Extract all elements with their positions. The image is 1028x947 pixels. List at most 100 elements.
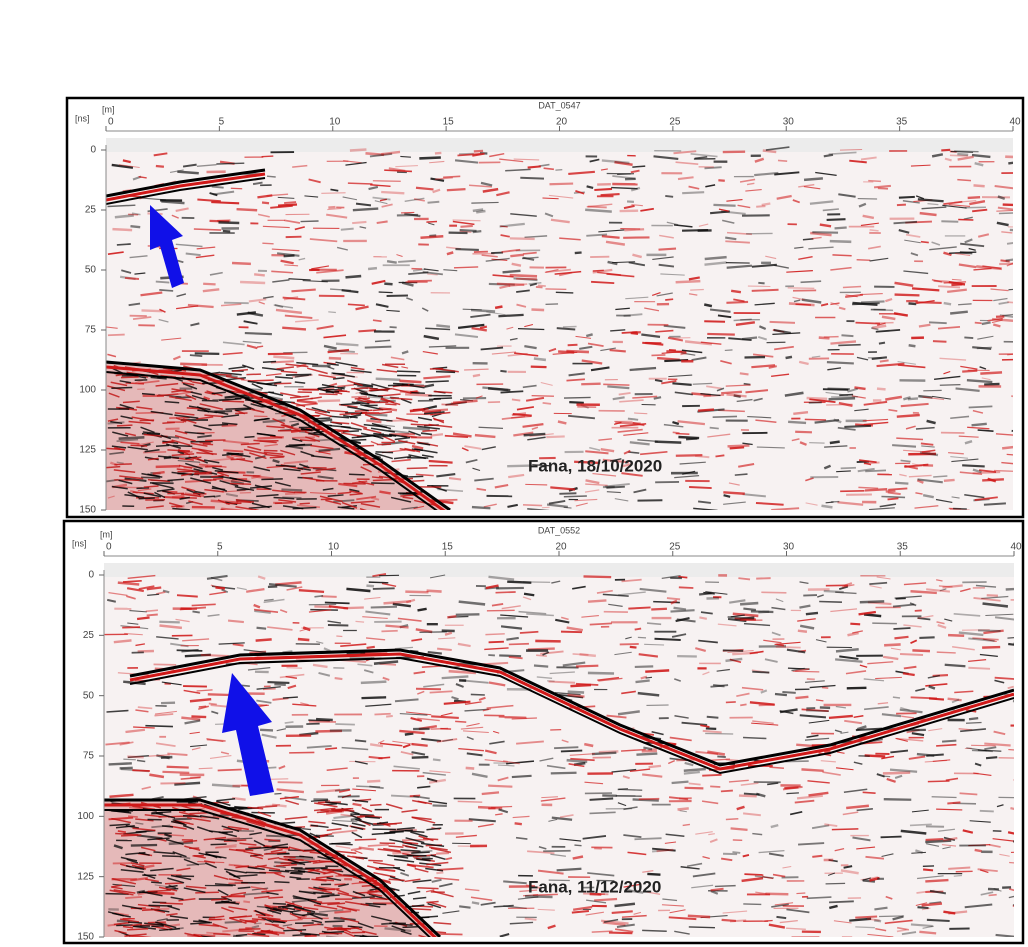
wavelet	[753, 397, 763, 402]
wavelet	[291, 899, 311, 903]
wavelet	[700, 724, 710, 728]
wavelet	[856, 259, 871, 261]
wavelet	[671, 633, 687, 638]
wavelet	[977, 335, 994, 340]
wavelet	[217, 889, 229, 897]
wavelet	[465, 701, 482, 705]
wavelet	[257, 194, 273, 199]
wavelet	[448, 669, 477, 675]
wavelet	[979, 366, 987, 370]
wavelet	[160, 434, 172, 440]
wavelet	[549, 182, 574, 186]
wavelet	[853, 761, 863, 765]
wavelet	[329, 415, 350, 419]
wavelet	[398, 439, 416, 445]
wavelet	[196, 452, 217, 455]
wavelet	[968, 659, 987, 662]
wavelet	[562, 661, 586, 667]
wavelet	[835, 767, 854, 771]
wavelet	[871, 327, 879, 331]
wavelet	[894, 635, 909, 640]
wavelet	[491, 351, 517, 355]
wavelet	[905, 233, 921, 238]
wavelet	[838, 585, 849, 591]
wavelet	[340, 916, 360, 923]
wavelet	[642, 773, 663, 778]
wavelet	[960, 242, 985, 248]
wavelet	[116, 461, 124, 464]
wavelet	[307, 899, 322, 906]
wavelet	[254, 922, 262, 925]
wavelet	[379, 490, 391, 495]
wavelet	[822, 208, 839, 212]
wavelet	[355, 818, 374, 825]
wavelet	[248, 298, 267, 303]
wavelet	[915, 492, 923, 495]
wavelet	[122, 400, 140, 404]
wavelet	[542, 651, 550, 656]
wavelet	[427, 651, 442, 655]
wavelet	[594, 897, 618, 902]
wavelet	[333, 499, 355, 503]
wavelet	[998, 212, 1013, 215]
wavelet	[481, 254, 498, 258]
wavelet	[937, 624, 947, 629]
wavelet	[950, 456, 969, 459]
wavelet	[124, 933, 147, 937]
wavelet	[232, 368, 249, 372]
wavelet	[707, 750, 726, 756]
wavelet	[877, 702, 889, 705]
wavelet	[738, 577, 751, 581]
wavelet	[250, 886, 268, 891]
wavelet	[527, 508, 550, 510]
wavelet	[776, 194, 792, 200]
wavelet	[291, 912, 305, 917]
wavelet	[229, 482, 252, 485]
wavelet	[235, 849, 254, 852]
wavelet	[623, 449, 631, 455]
wavelet	[346, 651, 366, 656]
wavelet	[722, 219, 735, 224]
wavelet	[509, 337, 518, 341]
wavelet	[527, 436, 546, 441]
wavelet	[127, 622, 139, 625]
wavelet	[801, 298, 822, 304]
wavelet	[161, 200, 185, 205]
wavelet	[995, 933, 1014, 937]
wavelet	[284, 721, 294, 724]
wavelet	[910, 696, 938, 700]
wavelet	[997, 195, 1006, 201]
wavelet	[273, 865, 286, 868]
wavelet	[833, 920, 852, 924]
wavelet	[286, 586, 303, 591]
wavelet	[757, 335, 768, 341]
y-tick-label: 100	[77, 811, 94, 822]
wavelet	[594, 187, 613, 192]
wavelet	[318, 374, 336, 379]
wavelet	[156, 636, 179, 640]
wavelet	[806, 396, 828, 401]
wavelet	[310, 492, 337, 495]
wavelet	[372, 180, 401, 182]
wavelet	[432, 417, 445, 424]
wavelet	[232, 934, 245, 937]
wavelet	[651, 291, 661, 296]
wavelet	[349, 492, 363, 496]
wavelet	[630, 169, 640, 174]
wavelet	[943, 370, 951, 375]
wavelet	[230, 458, 246, 461]
wavelet	[497, 776, 509, 782]
wavelet	[881, 853, 894, 857]
x-tick-label: 5	[217, 542, 223, 553]
wavelet	[253, 466, 271, 472]
wavelet	[108, 762, 132, 766]
wavelet	[829, 900, 854, 904]
wavelet	[905, 425, 916, 430]
wavelet	[839, 393, 854, 397]
wavelet	[127, 755, 144, 759]
wavelet	[508, 283, 528, 288]
wavelet	[548, 680, 576, 684]
wavelet	[434, 876, 460, 881]
wavelet	[426, 777, 438, 783]
